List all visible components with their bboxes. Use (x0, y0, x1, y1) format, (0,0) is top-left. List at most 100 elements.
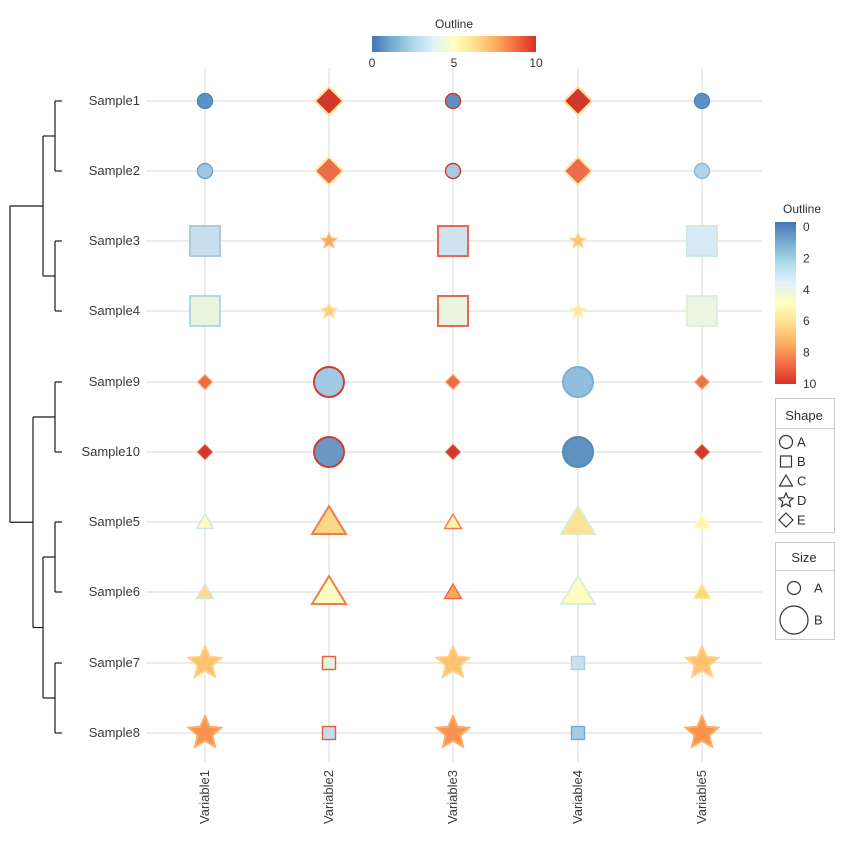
marker-Sample6-Variable1 (195, 582, 215, 600)
size-large-glyph-icon (779, 605, 809, 635)
marker-Sample6-Variable2 (310, 574, 348, 605)
marker-Sample6-Variable3 (443, 582, 463, 600)
marker-Sample10-Variable4 (562, 436, 594, 468)
marker-Sample8-Variable5 (683, 713, 721, 749)
marker-Sample10-Variable5 (694, 444, 710, 460)
col-label-Variable2: Variable2 (321, 770, 336, 824)
marker-Sample2-Variable1 (196, 162, 214, 180)
right-colorbar-tick-0: 0 (803, 220, 810, 234)
markers (186, 85, 721, 749)
marker-Sample7-Variable3 (434, 643, 472, 679)
marker-Sample9-Variable5 (694, 374, 710, 390)
right-colorbar-tick-2: 2 (803, 251, 810, 265)
marker-Sample9-Variable1 (197, 374, 213, 390)
marker-Sample5-Variable2 (310, 504, 348, 535)
marker-Sample2-Variable2 (313, 155, 345, 187)
marker-Sample8-Variable2 (321, 725, 337, 741)
marker-Sample6-Variable4 (559, 574, 597, 605)
size-legend-title: Size (791, 550, 816, 565)
marker-Sample1-Variable3 (444, 92, 462, 110)
row-label-Sample6: Sample6 (89, 584, 140, 599)
size-small-glyph-icon (786, 580, 802, 596)
row-label-Sample5: Sample5 (89, 514, 140, 529)
marker-Sample5-Variable3 (443, 512, 463, 530)
marker-Sample10-Variable3 (445, 444, 461, 460)
diamond-glyph-icon (778, 512, 794, 528)
right-colorbar-gradient (775, 222, 796, 384)
marker-Sample1-Variable1 (196, 92, 214, 110)
marker-Sample2-Variable5 (693, 162, 711, 180)
right-colorbar-tick-4: 4 (803, 283, 810, 297)
marker-Sample8-Variable3 (434, 713, 472, 749)
col-label-Variable4: Variable4 (570, 770, 585, 824)
right-colorbar-tick-10: 10 (803, 377, 817, 391)
row-label-Sample4: Sample4 (89, 303, 140, 318)
right-colorbar: Outline 0 2 4 6 8 10 (775, 202, 821, 391)
row-label-Sample10: Sample10 (81, 444, 140, 459)
marker-Sample9-Variable2 (313, 366, 345, 398)
row-label-Sample3: Sample3 (89, 233, 140, 248)
square-glyph-icon (779, 455, 793, 468)
row-label-Sample7: Sample7 (89, 655, 140, 670)
marker-Sample10-Variable2 (313, 436, 345, 468)
col-label-Variable3: Variable3 (445, 770, 460, 824)
marker-Sample10-Variable1 (197, 444, 213, 460)
shape-legend-box (775, 398, 835, 533)
marker-Sample3-Variable5 (686, 225, 718, 257)
marker-Sample7-Variable5 (683, 643, 721, 679)
marker-Sample8-Variable4 (570, 725, 586, 741)
col-label-Variable1: Variable1 (197, 770, 212, 824)
shape-legend-label-B: B (797, 454, 806, 469)
marker-Sample8-Variable1 (186, 713, 224, 749)
row-label-Sample8: Sample8 (89, 725, 140, 740)
marker-Sample9-Variable3 (445, 374, 461, 390)
marker-Sample3-Variable1 (189, 225, 221, 257)
marker-Sample4-Variable2 (319, 301, 339, 319)
size-legend-box (775, 542, 835, 640)
marker-Sample4-Variable4 (568, 301, 588, 319)
row-label-Sample2: Sample2 (89, 163, 140, 178)
size-legend-label-B: B (814, 613, 823, 628)
size-legend: Size A B (775, 542, 835, 640)
marker-Sample1-Variable2 (313, 85, 345, 117)
shape-legend-label-A: A (797, 435, 806, 450)
circle-glyph-icon (778, 434, 794, 450)
top-colorbar-tick-5: 5 (451, 56, 458, 70)
top-colorbar-title: Outline (435, 17, 473, 31)
marker-Sample3-Variable4 (568, 231, 588, 249)
triangle-glyph-icon (778, 473, 794, 487)
marker-Sample3-Variable2 (319, 231, 339, 249)
star-glyph-icon (777, 491, 795, 508)
shape-legend-title: Shape (785, 408, 823, 423)
row-labels: Sample1 Sample2 Sample3 Sample4 Sample9 Sampl… (81, 93, 140, 740)
shape-legend-label-E: E (797, 513, 806, 528)
col-label-Variable5: Variable5 (694, 770, 709, 824)
marker-Sample4-Variable1 (189, 295, 221, 327)
right-colorbar-title: Outline (783, 202, 821, 216)
shape-legend-label-C: C (797, 474, 806, 489)
marker-Sample1-Variable4 (562, 85, 594, 117)
marker-Sample5-Variable4 (559, 504, 597, 535)
marker-Sample5-Variable5 (692, 512, 712, 530)
right-colorbar-tick-6: 6 (803, 314, 810, 328)
shape-legend-label-D: D (797, 493, 806, 508)
size-legend-label-A: A (814, 581, 823, 596)
marker-Sample4-Variable3 (437, 295, 469, 327)
col-labels: Variable1 Variable2 Variable3 Variable4 Vari… (197, 770, 709, 824)
right-colorbar-tick-8: 8 (803, 346, 810, 360)
marker-Sample6-Variable5 (692, 582, 712, 600)
marker-Sample3-Variable3 (437, 225, 469, 257)
dendrogram (9, 100, 62, 734)
top-colorbar-tick-0: 0 (369, 56, 376, 70)
top-colorbar: Outline 0 5 10 (369, 17, 543, 70)
marker-Sample7-Variable2 (321, 655, 337, 671)
marker-Sample2-Variable3 (444, 162, 462, 180)
top-colorbar-gradient (372, 36, 536, 52)
row-label-Sample9: Sample9 (89, 374, 140, 389)
top-colorbar-tick-10: 10 (529, 56, 543, 70)
marker-Sample7-Variable1 (186, 643, 224, 679)
marker-Sample2-Variable4 (562, 155, 594, 187)
marker-Sample1-Variable5 (693, 92, 711, 110)
